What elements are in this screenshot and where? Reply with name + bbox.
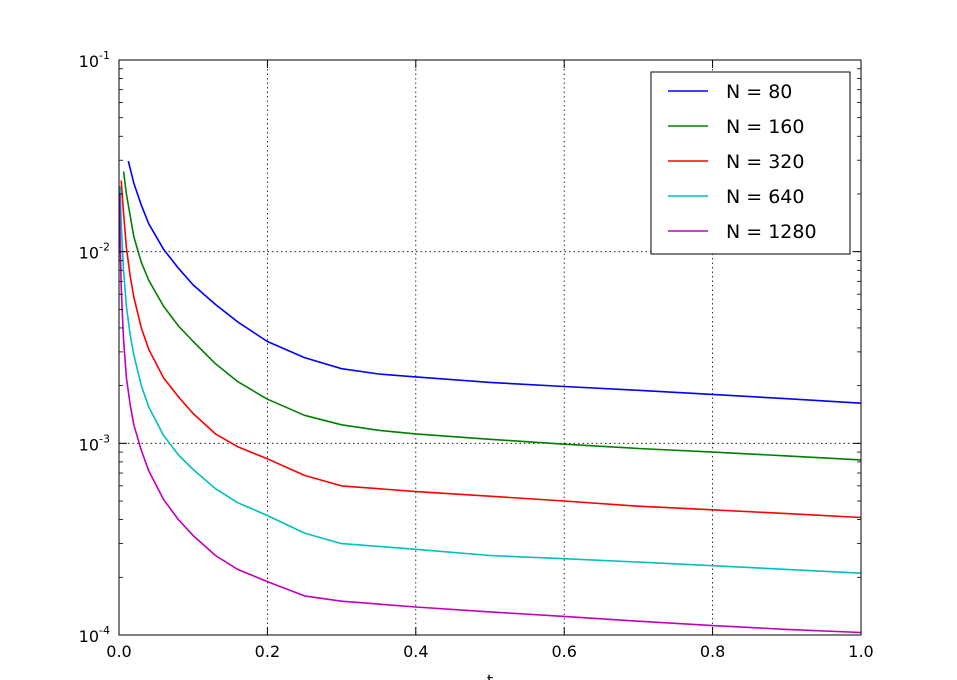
series-line-0 (127, 160, 862, 404)
legend-box (650, 71, 851, 255)
series-line-3 (119, 185, 862, 574)
axis-ticks (118, 59, 862, 636)
y-tick-labels: 10-4 10-3 10-2 10-1 (79, 49, 110, 646)
legend-label-2: N = 320 (726, 151, 804, 173)
y-tick-label: 10-2 (79, 241, 110, 263)
x-axis-label: t (487, 671, 493, 680)
series-line-2 (120, 180, 862, 519)
legend-label-0: N = 80 (726, 81, 792, 103)
legend-label-3: N = 640 (726, 186, 804, 208)
legend: N = 80 N = 160 N = 320 N = 640 N = 1280 (650, 71, 851, 255)
x-tick-label: 0.2 (255, 642, 280, 661)
series-line-1 (122, 171, 862, 461)
plot-frame (118, 59, 862, 636)
x-tick-label: 1.0 (848, 642, 873, 661)
y-tick-label: 10-3 (79, 432, 110, 454)
x-tick-label: 0.0 (106, 642, 131, 661)
series-line-4 (118, 193, 862, 634)
y-tick-label: 10-1 (79, 49, 110, 71)
x-tick-label: 0.8 (700, 642, 725, 661)
legend-label-1: N = 160 (726, 116, 804, 138)
x-tick-label: 0.6 (551, 642, 576, 661)
series-lines (118, 160, 862, 634)
legend-label-4: N = 1280 (726, 221, 817, 243)
x-tick-label: 0.4 (403, 642, 428, 661)
x-tick-labels: 0.0 0.2 0.4 0.6 0.8 1.0 (106, 642, 873, 661)
y-tick-label: 10-4 (79, 624, 110, 646)
